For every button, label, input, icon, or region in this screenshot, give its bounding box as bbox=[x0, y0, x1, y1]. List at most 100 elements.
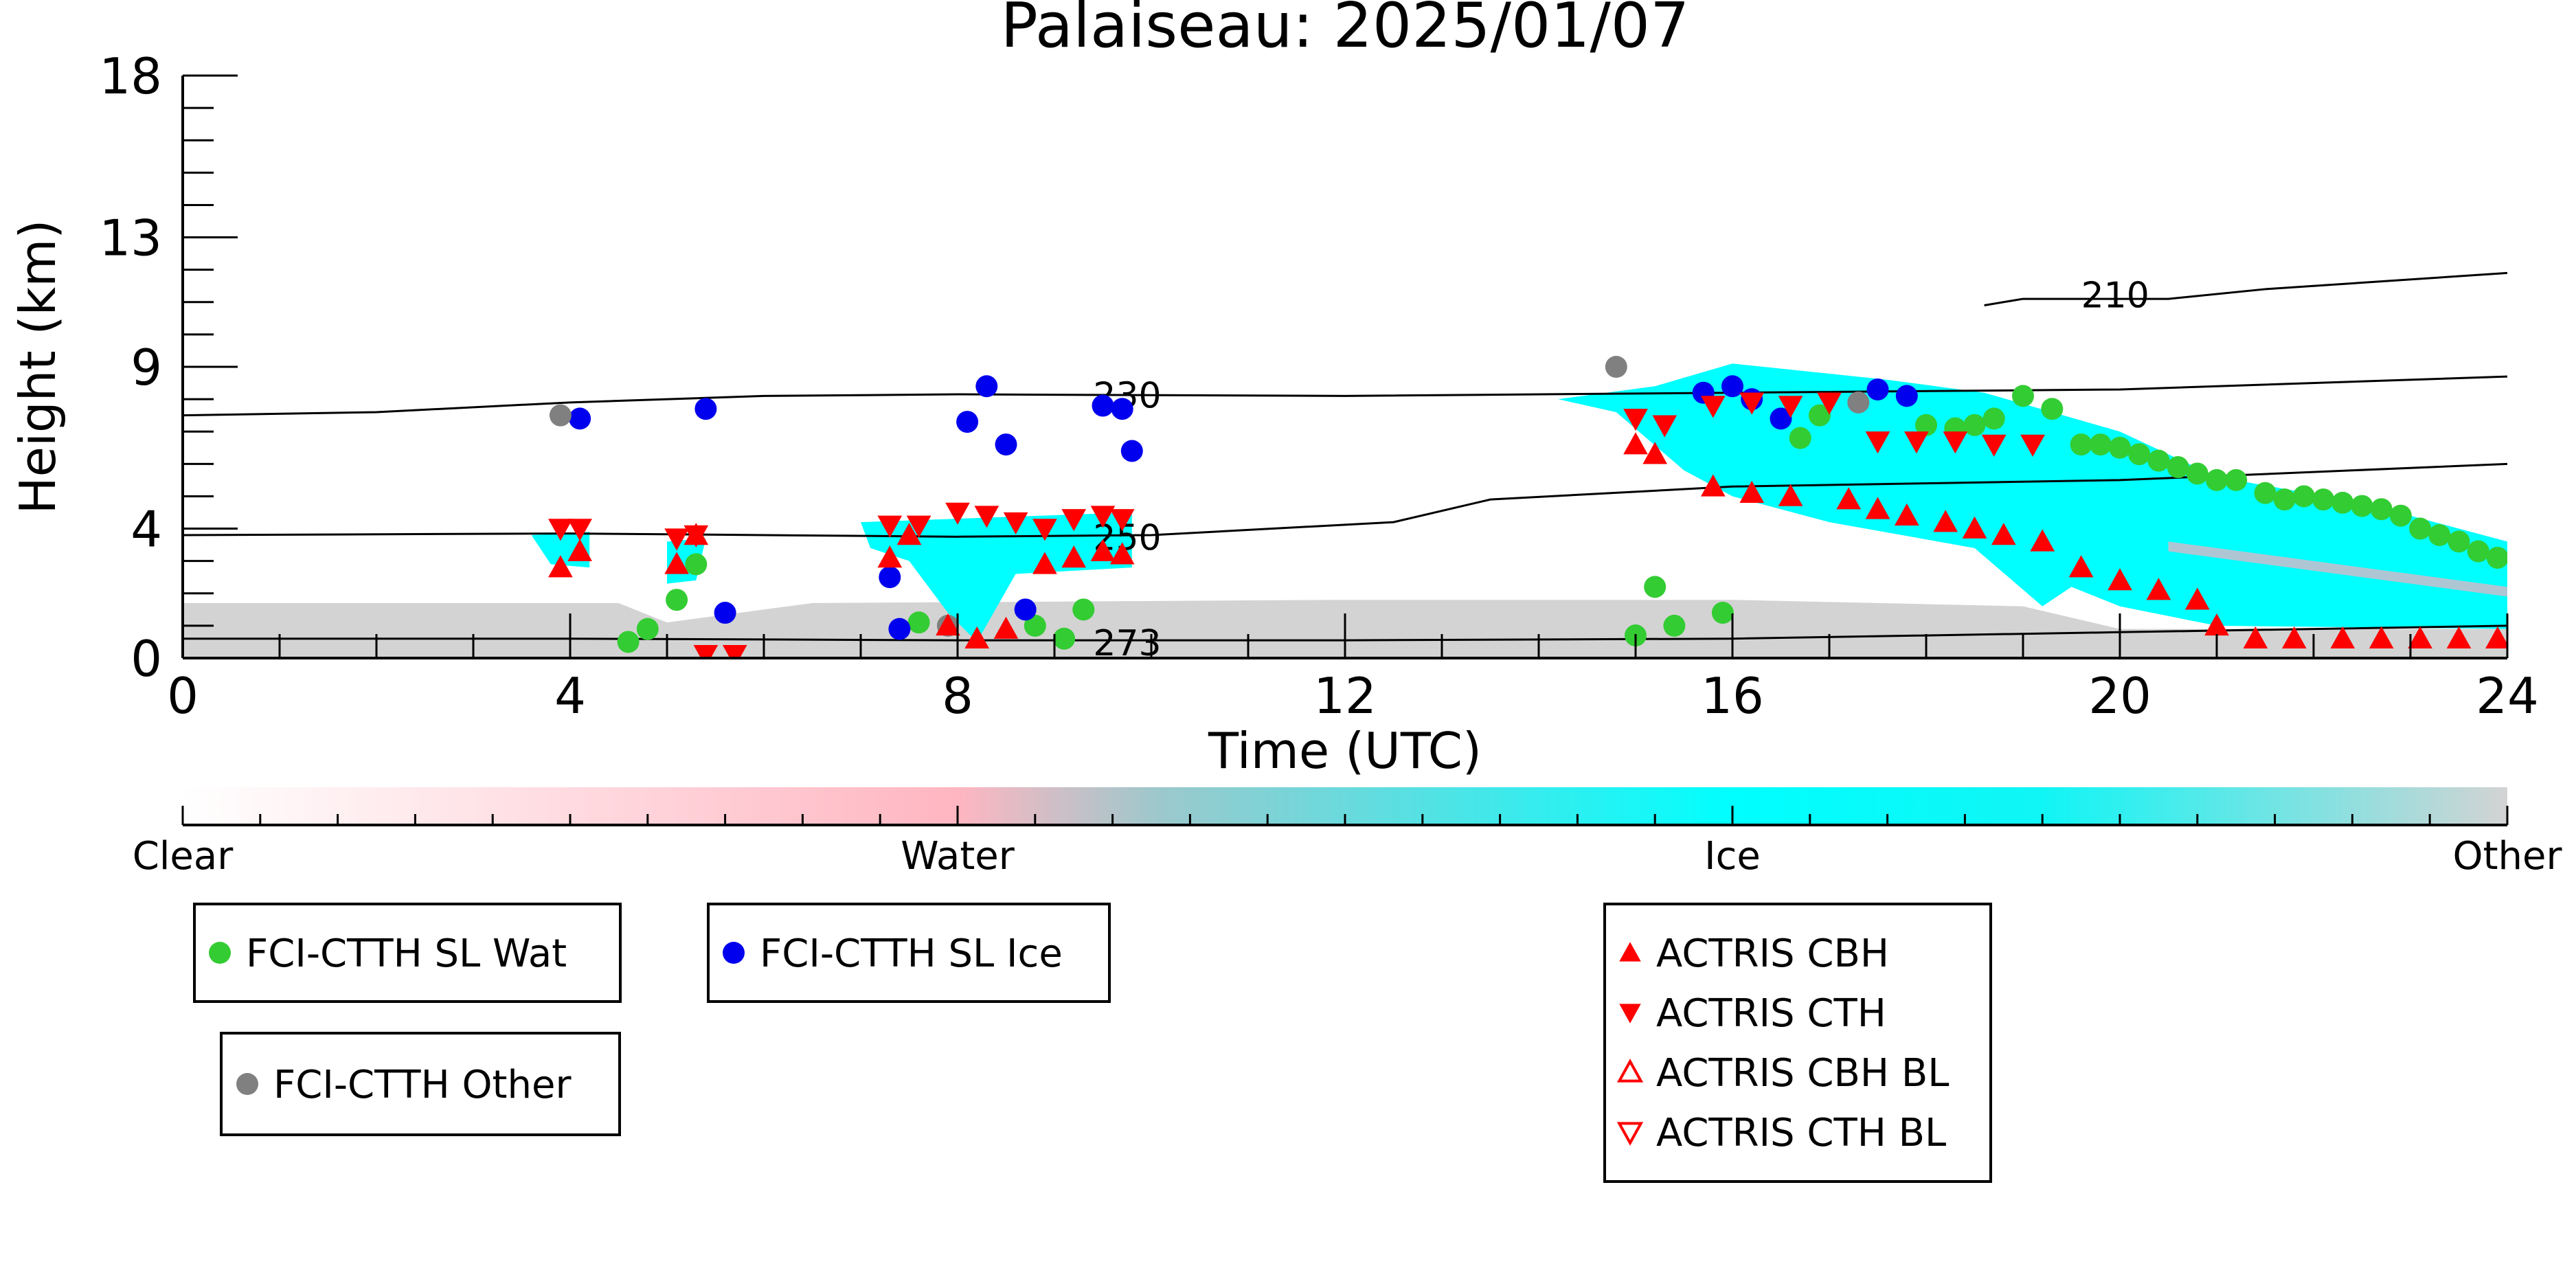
marker-fci-ctth-sl-wat bbox=[1963, 414, 1986, 436]
marker-actris-cth bbox=[1817, 392, 1842, 415]
marker-actris-cbh bbox=[2446, 626, 2472, 649]
legend-label: ACTRIS CBH bbox=[1656, 931, 1889, 976]
marker-fci-ctth-sl-wat bbox=[1072, 598, 1095, 621]
marker-actris-cbh bbox=[896, 523, 922, 545]
marker-fci-ctth-sl-wat bbox=[2186, 462, 2208, 485]
marker-fci-ctth-sl-wat bbox=[1663, 614, 1686, 637]
marker-actris-cbh bbox=[2204, 613, 2229, 636]
contour-line bbox=[1984, 271, 2507, 306]
marker-actris-cth bbox=[1739, 392, 1765, 415]
colorbar: Clear Water Ice Other bbox=[133, 787, 2562, 879]
marker-fci-ctth-sl-wat bbox=[685, 553, 708, 576]
legend-label: FCI-CTTH SL Ice bbox=[760, 931, 1063, 976]
marker-fci-ctth-other bbox=[1605, 356, 1627, 378]
marker-fci-ctth-sl-wat bbox=[1053, 627, 1076, 650]
marker-actris-cbh bbox=[1109, 542, 1135, 565]
marker-actris-cbh bbox=[1739, 480, 1765, 504]
marker-fci-ctth-sl-wat bbox=[2206, 468, 2228, 491]
marker-actris-cbh bbox=[548, 555, 573, 578]
legend-marker bbox=[236, 1073, 258, 1095]
marker-fci-ctth-sl-wat bbox=[2147, 449, 2170, 472]
marker-fci-ctth-sl-wat bbox=[2273, 488, 2296, 511]
marker-actris-cth bbox=[1109, 509, 1135, 532]
marker-fci-ctth-sl-wat bbox=[2312, 488, 2335, 511]
marker-fci-ctth-sl-wat bbox=[2409, 517, 2432, 540]
marker-fci-ctth-sl-wat bbox=[1711, 602, 1734, 624]
marker-fci-ctth-sl-ice bbox=[956, 411, 979, 433]
marker-actris-cbh bbox=[1700, 474, 1726, 497]
y-axis-label: Height (km) bbox=[9, 220, 67, 515]
marker-actris-cbh bbox=[936, 613, 960, 636]
legend-box bbox=[193, 903, 622, 1003]
marker-fci-ctth-sl-wat bbox=[666, 589, 688, 611]
x-tick-label: 24 bbox=[2476, 667, 2539, 725]
marker-actris-cth bbox=[1981, 434, 2007, 457]
legend-marker bbox=[1616, 1059, 1644, 1083]
legend-marker bbox=[1619, 1004, 1641, 1024]
marker-actris-cbh bbox=[2030, 529, 2055, 552]
legend-marker bbox=[1619, 942, 1641, 962]
marker-fci-ctth-sl-wat bbox=[2351, 495, 2373, 517]
legend-marker bbox=[209, 942, 231, 964]
data-markers bbox=[548, 356, 2507, 658]
marker-actris-cbh bbox=[2369, 626, 2394, 649]
marker-actris-cth bbox=[1778, 396, 1803, 418]
marker-actris-cbh bbox=[1836, 487, 1862, 510]
marker-actris-cbh bbox=[1032, 552, 1057, 574]
marker-actris-cbh bbox=[2108, 568, 2132, 591]
marker-actris-cbh bbox=[664, 552, 689, 574]
marker-actris-cbh bbox=[1933, 510, 1958, 532]
marker-fci-ctth-sl-wat bbox=[2389, 504, 2412, 527]
marker-actris-cbh bbox=[964, 626, 990, 649]
marker-actris-cth bbox=[877, 515, 903, 538]
y-tick-label: 0 bbox=[131, 630, 162, 688]
marker-fci-ctth-sl-ice bbox=[1866, 378, 1889, 400]
x-tick-label: 0 bbox=[167, 667, 199, 725]
marker-actris-cth bbox=[906, 515, 931, 538]
marker-fci-ctth-sl-wat bbox=[1644, 576, 1667, 598]
marker-fci-ctth-sl-wat bbox=[2254, 482, 2276, 504]
marker-fci-ctth-sl-ice bbox=[879, 566, 901, 589]
marker-fci-ctth-sl-ice bbox=[1120, 440, 1143, 462]
marker-actris-cth bbox=[1865, 431, 1890, 454]
marker-actris-cth bbox=[945, 502, 970, 525]
legends: FCI-CTTH SL Wat FCI-CTTH SL Ice FCI-CTTH O… bbox=[193, 903, 1992, 1183]
legend-box bbox=[707, 903, 1111, 1003]
marker-fci-ctth-sl-wat bbox=[2292, 485, 2315, 508]
marker-fci-ctth-sl-ice bbox=[1092, 394, 1114, 417]
marker-actris-cth bbox=[548, 519, 573, 541]
marker-fci-ctth-sl-wat bbox=[2089, 433, 2112, 456]
y-tick-label: 4 bbox=[131, 501, 162, 558]
marker-fci-ctth-other bbox=[1847, 391, 1870, 414]
marker-actris-cbh bbox=[1642, 442, 1668, 464]
marker-fci-ctth-sl-wat bbox=[1915, 414, 1937, 436]
marker-actris-cth bbox=[1652, 415, 1677, 438]
marker-fci-ctth-sl-wat bbox=[2167, 456, 2189, 479]
y-tick-label: 9 bbox=[131, 339, 162, 396]
colorbar-label: Ice bbox=[1704, 834, 1761, 879]
marker-actris-cbh bbox=[1865, 497, 1890, 519]
marker-fci-ctth-sl-wat bbox=[636, 618, 659, 640]
marker-fci-ctth-sl-ice bbox=[569, 407, 591, 430]
legend-label: ACTRIS CTH BL bbox=[1656, 1111, 1946, 1155]
marker-actris-cbh bbox=[2068, 555, 2094, 578]
y-tick-label: 13 bbox=[99, 210, 162, 267]
marker-fci-ctth-sl-wat bbox=[2109, 436, 2131, 459]
marker-fci-ctth-sl-wat bbox=[1982, 407, 2005, 430]
marker-actris-cth bbox=[722, 645, 747, 658]
marker-fci-ctth-sl-wat bbox=[2012, 385, 2034, 407]
x-tick-label: 16 bbox=[1701, 667, 1764, 725]
marker-actris-cth bbox=[1904, 431, 1929, 454]
marker-fci-ctth-sl-ice bbox=[694, 398, 717, 420]
marker-actris-cbh bbox=[2408, 626, 2432, 649]
marker-actris-cth bbox=[664, 528, 689, 551]
marker-actris-cbh bbox=[2184, 587, 2210, 610]
marker-actris-cbh bbox=[2330, 626, 2355, 649]
x-axis-label: Time (UTC) bbox=[1208, 722, 1482, 780]
marker-actris-cth bbox=[1003, 512, 1028, 534]
legend-marker bbox=[723, 942, 745, 964]
x-tick-label: 20 bbox=[2088, 667, 2151, 725]
x-tick-label: 8 bbox=[942, 667, 973, 725]
mixed-phase-streak bbox=[2168, 541, 2507, 597]
